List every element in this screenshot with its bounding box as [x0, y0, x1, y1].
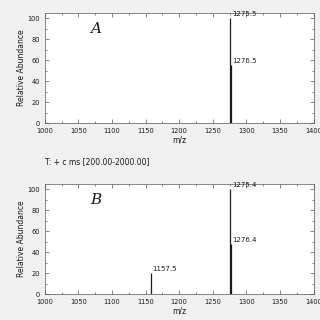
Text: 1157.5: 1157.5 — [153, 266, 177, 272]
Text: T: + c ms [200.00-2000.00]: T: + c ms [200.00-2000.00] — [45, 157, 149, 166]
X-axis label: m/z: m/z — [172, 135, 186, 145]
Text: 1275.4: 1275.4 — [232, 182, 256, 188]
Text: 1275.5: 1275.5 — [232, 11, 256, 17]
Text: A: A — [91, 22, 101, 36]
Y-axis label: Relative Abundance: Relative Abundance — [17, 30, 26, 106]
X-axis label: m/z: m/z — [172, 307, 186, 316]
Text: 1276.5: 1276.5 — [233, 58, 257, 64]
Text: B: B — [91, 193, 102, 207]
Text: 1276.4: 1276.4 — [233, 237, 257, 243]
Y-axis label: Relative Abundance: Relative Abundance — [17, 201, 26, 277]
